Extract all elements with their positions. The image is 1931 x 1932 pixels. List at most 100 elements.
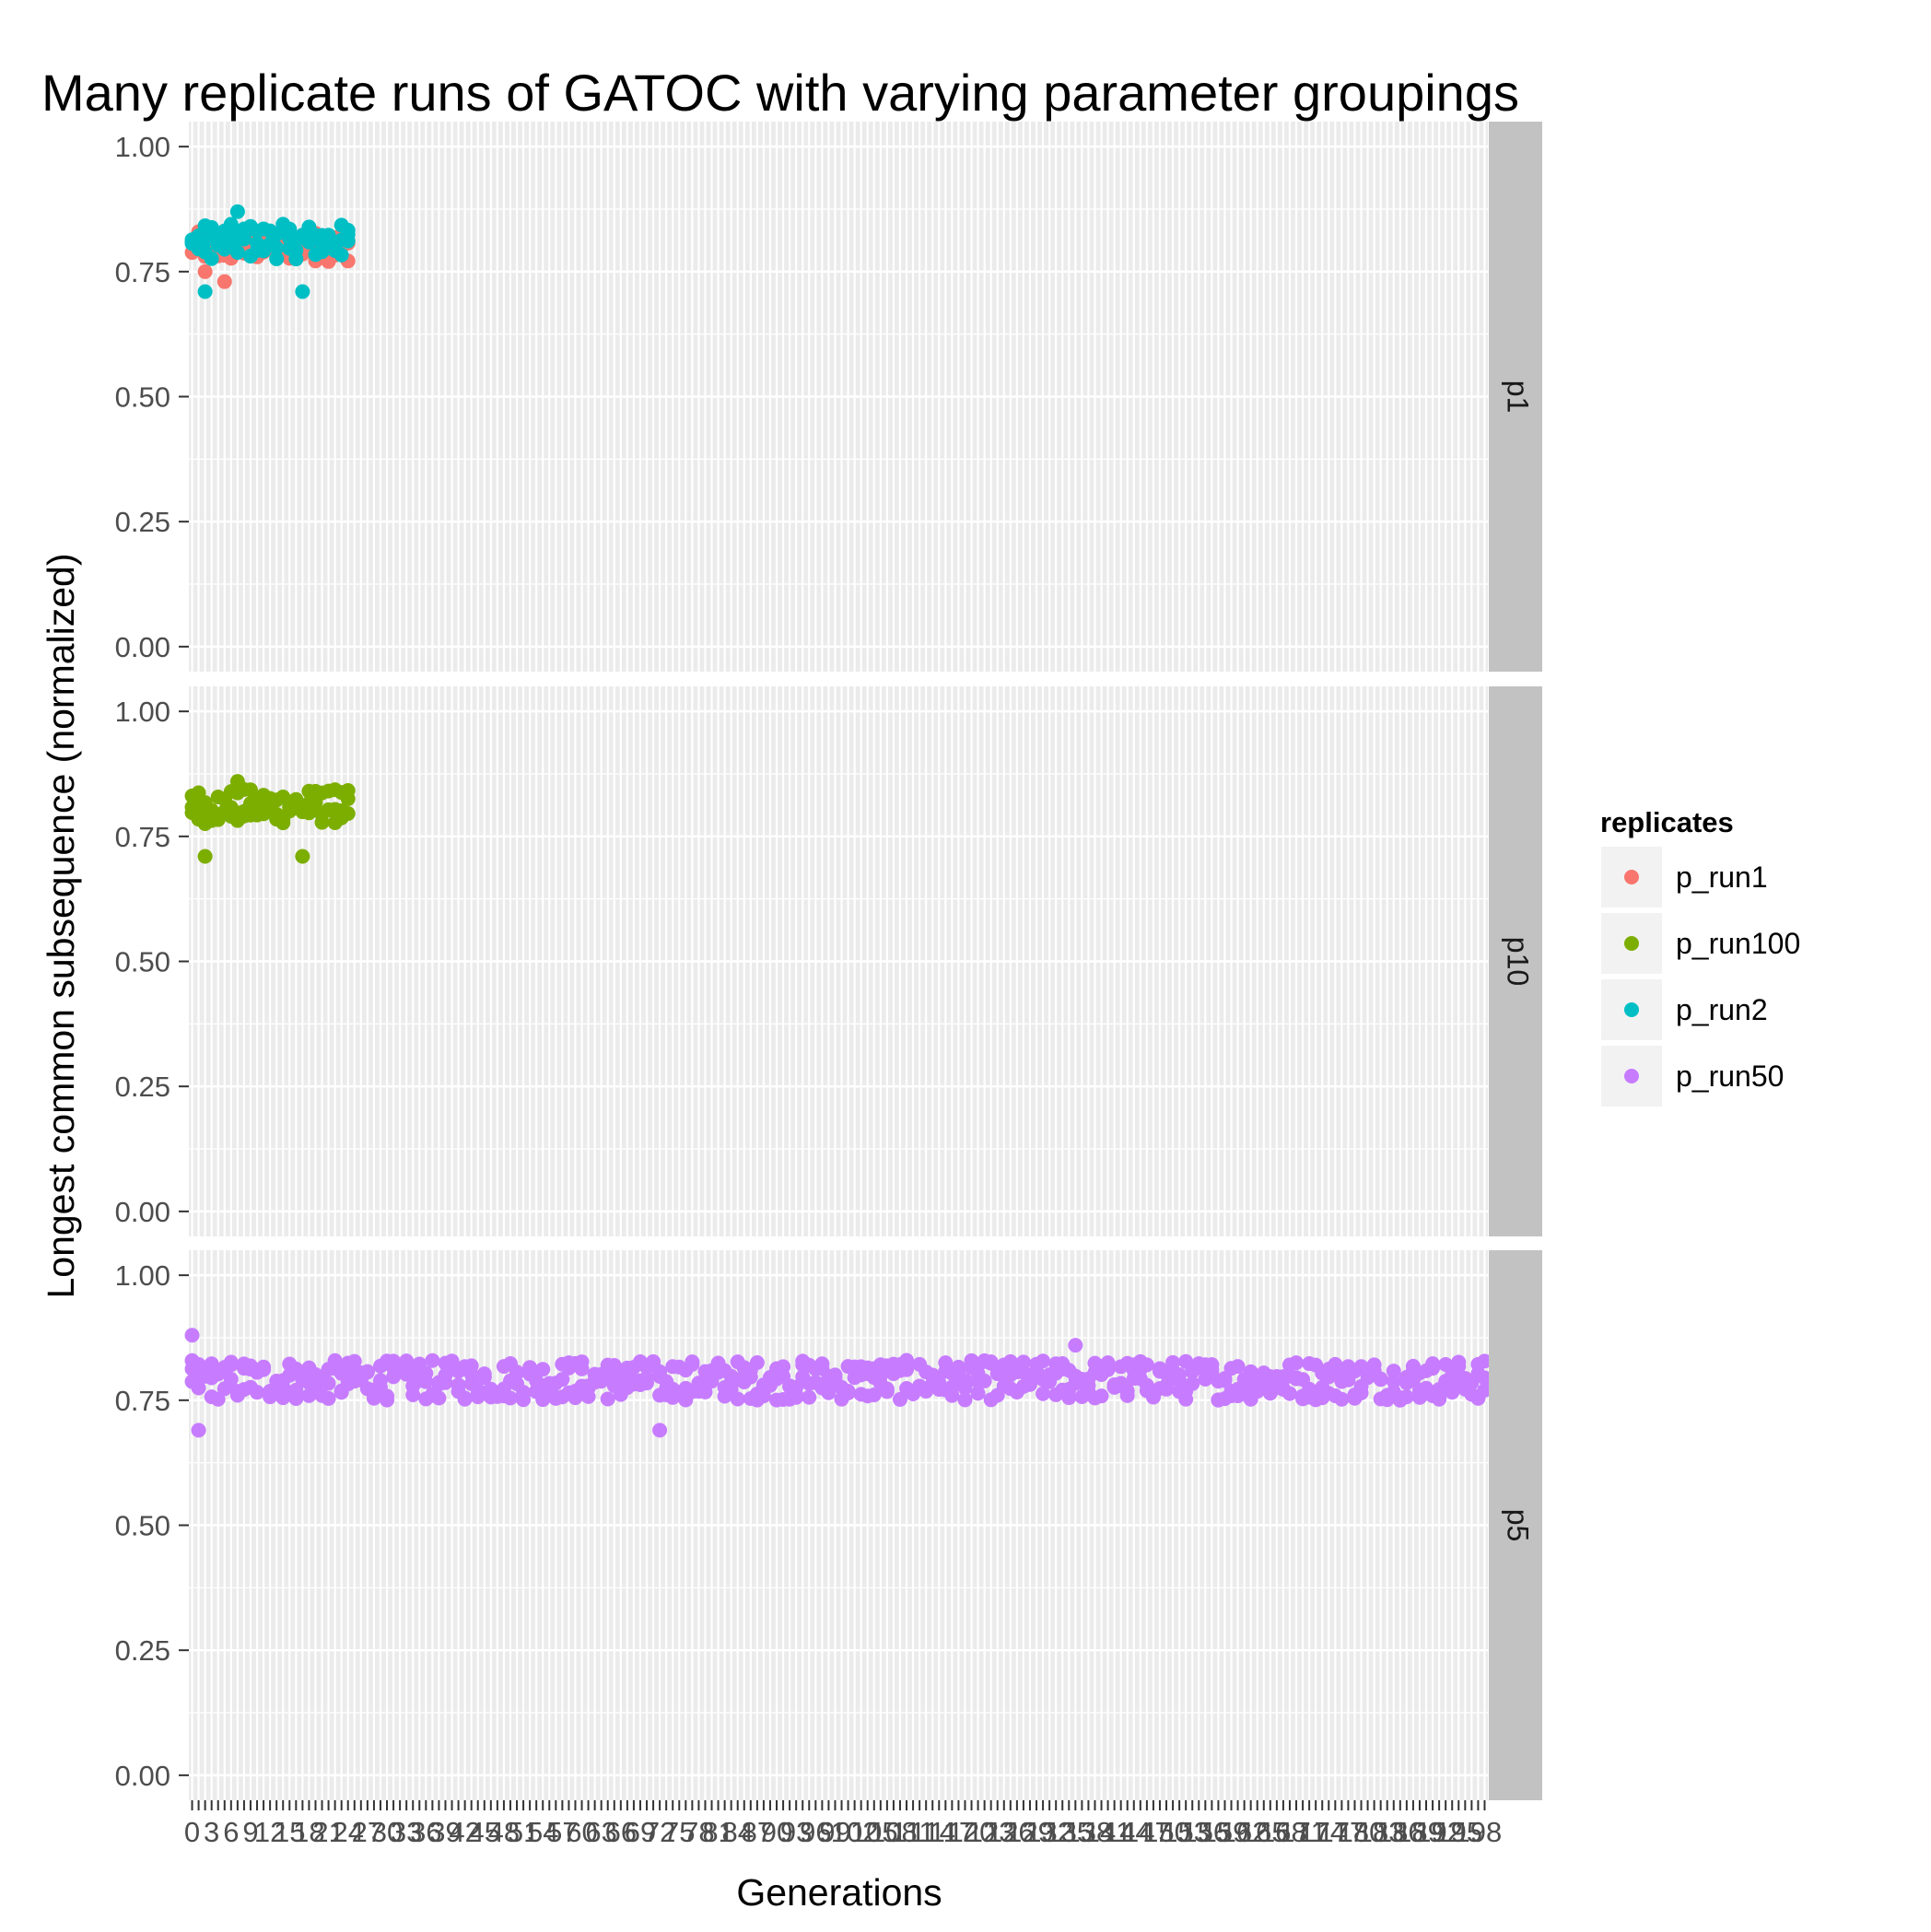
data-point [380,1388,395,1404]
x-tick-label: 90 [761,1816,792,1848]
y-tick-label: 0.50 [115,946,170,978]
data-point [295,284,310,299]
data-point [606,1358,622,1374]
legend-label: p_run1 [1676,861,1768,894]
data-point [210,1391,226,1407]
data-point [1425,1356,1441,1372]
x-tick-label: 75 [663,1816,695,1848]
data-point [685,1354,700,1370]
data-point [197,263,213,279]
data-point [970,1386,986,1401]
x-tick-label: 126 [987,1816,1035,1848]
legend-marker [1624,1002,1639,1017]
data-point [1477,1370,1492,1386]
facet-strip-label: p1 [1502,381,1535,414]
data-point [340,233,356,249]
data-point [321,1390,336,1406]
y-tick-label: 0.00 [115,1196,170,1228]
x-tick-label: 153 [1162,1816,1210,1848]
facet-strip [1489,122,1542,672]
data-point [431,1390,447,1406]
data-point [944,1388,960,1403]
legend-label: p_run100 [1676,927,1800,960]
x-tick-label: 138 [1065,1816,1113,1848]
x-tick-label: 198 [1455,1816,1503,1848]
legend-label: p_run50 [1676,1060,1784,1093]
legend-title: replicates [1600,806,1734,838]
data-point [802,1389,817,1405]
data-point [749,1354,765,1370]
data-point [1386,1374,1401,1389]
y-tick-label: 1.00 [115,131,170,163]
data-point [1015,1354,1031,1370]
x-tick-label: 147 [1123,1816,1171,1848]
data-point [1165,1354,1181,1370]
facet-strip-label: p10 [1502,937,1535,986]
x-tick-label: 132 [1025,1816,1073,1848]
data-point [1178,1391,1194,1407]
x-tick-label: 24 [332,1816,363,1848]
data-point [340,222,356,238]
data-point [743,1369,758,1385]
data-point [977,1373,992,1388]
data-point [334,247,349,263]
data-point [1451,1354,1467,1370]
x-tick-label: 174 [1298,1816,1346,1848]
x-tick-label: 54 [527,1816,558,1848]
data-point [295,849,310,864]
y-axis-title: Longest common subsequence (normalized) [40,553,82,1298]
x-tick-label: 27 [352,1816,383,1848]
x-tick-label: 114 [910,1816,955,1848]
y-tick-label: 0.00 [115,1760,170,1792]
facet-strip-label: p5 [1502,1509,1535,1542]
x-tick-label: 189 [1396,1816,1444,1848]
x-tick-label: 141 [1084,1816,1132,1848]
data-point [840,1385,856,1400]
data-point [580,1388,596,1404]
data-point [509,1365,525,1381]
legend-label: p_run2 [1676,993,1768,1026]
x-tick-label: 150 [1142,1816,1190,1848]
x-tick-label: 123 [967,1816,1015,1848]
x-tick-labels: 0 3 6 9121518212427303336394245485154576063… [184,1816,1502,1848]
x-tick-label: 72 [644,1816,675,1848]
data-point [223,1371,239,1387]
data-point [282,221,298,237]
facet-strip [1489,686,1542,1236]
data-point [1100,1361,1116,1376]
y-tick-label: 0.25 [115,1634,170,1667]
x-tick-label: 168 [1259,1816,1307,1848]
data-point [470,1389,486,1405]
x-tick-label: 156 [1181,1816,1229,1848]
data-point [223,217,239,232]
series-p_run50 [184,1328,1492,1438]
data-point [879,1381,895,1397]
data-point [314,814,330,830]
y-tick-label: 0.00 [115,631,170,663]
x-tick-label: 177 [1318,1816,1366,1848]
data-point [866,1388,882,1403]
data-point [1022,1376,1037,1391]
data-point [1353,1386,1369,1401]
data-point [1204,1357,1220,1373]
data-point [223,1357,239,1373]
x-tick-label: 84 [721,1816,753,1848]
x-tick-label: 39 [429,1816,461,1848]
x-tick-label: 159 [1201,1816,1249,1848]
data-point [269,251,285,266]
legend-item-p_run1: p_run1 [1599,845,1768,909]
data-point [197,284,213,299]
data-point [457,1391,473,1407]
data-point [1366,1357,1382,1373]
x-tick-label: 63 [585,1816,616,1848]
chart-title: Many replicate runs of GATOC with varyin… [41,64,1519,122]
data-point [229,204,245,219]
x-tick-label: 6 [223,1816,239,1848]
x-tick-label: 78 [683,1816,714,1848]
facet-strip [1489,1250,1542,1800]
data-point [1281,1386,1297,1401]
data-point [1373,1371,1388,1387]
y-tick-label: 0.50 [115,1510,170,1542]
data-point [229,245,245,261]
series-p_run2 [184,204,356,299]
